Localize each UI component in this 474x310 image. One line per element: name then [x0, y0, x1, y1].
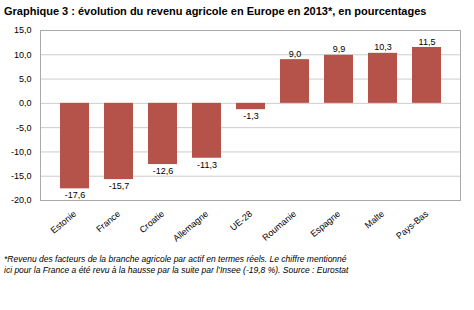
svg-text:Malte: Malte	[363, 209, 386, 231]
svg-text:-5,0: -5,0	[16, 123, 32, 133]
svg-text:-20,0: -20,0	[11, 195, 32, 205]
svg-text:Roumanie: Roumanie	[260, 209, 298, 243]
svg-text:11,5: 11,5	[419, 37, 436, 47]
svg-text:-11,3: -11,3	[197, 160, 217, 170]
svg-text:Croatie: Croatie	[137, 209, 166, 235]
html-text:*Revenu des facteurs de la bra: *Revenu des facteurs de la branche agric…	[4, 254, 347, 264]
svg-text:-10,0: -10,0	[11, 147, 32, 157]
svg-text:10,3: 10,3	[374, 42, 392, 52]
svg-text:10,0: 10,0	[14, 50, 32, 60]
svg-text:-15,0: -15,0	[11, 171, 32, 181]
svg-text:France: France	[94, 209, 122, 235]
html-text:ici pour la France a été revu: ici pour la France a été revu à la hauss…	[4, 265, 349, 275]
svg-text:-17,6: -17,6	[65, 190, 86, 200]
svg-text:9,9: 9,9	[333, 44, 346, 54]
svg-text:5,0: 5,0	[19, 74, 32, 84]
svg-text:-12,6: -12,6	[153, 166, 174, 176]
svg-text:Allemagne: Allemagne	[171, 209, 210, 244]
svg-text:Pays-Bas: Pays-Bas	[394, 208, 430, 241]
html-text:Graphique 3 : évolution du rev: Graphique 3 : évolution du revenu agrico…	[4, 5, 427, 17]
svg-text:-1,3: -1,3	[243, 111, 259, 121]
svg-text:0,0: 0,0	[19, 98, 32, 108]
svg-text:UE-28: UE-28	[228, 209, 254, 233]
svg-text:15,0: 15,0	[14, 25, 32, 35]
svg-text:9,0: 9,0	[289, 49, 302, 59]
svg-text:-15,7: -15,7	[109, 181, 130, 191]
svg-text:Estonie: Estonie	[49, 209, 78, 236]
svg-text:Espagne: Espagne	[308, 209, 342, 239]
